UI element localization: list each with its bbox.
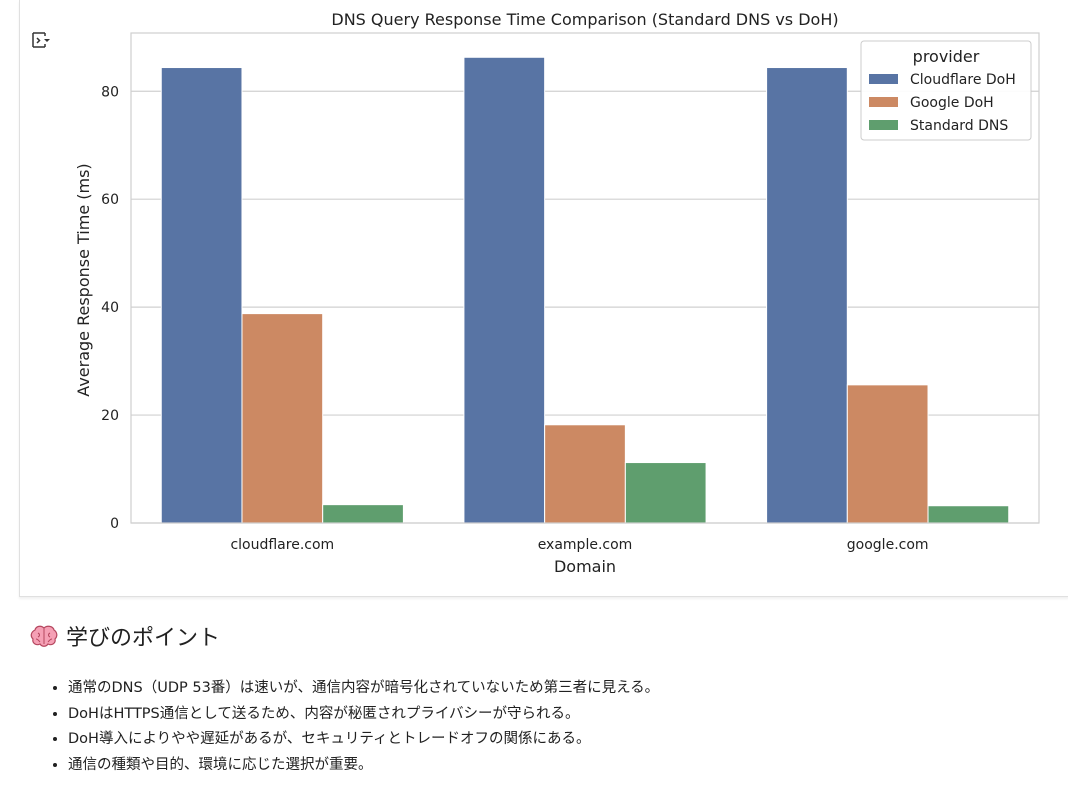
plot-frame: [130, 32, 1040, 524]
y-tick-label: 0: [110, 516, 119, 532]
bar: [160, 67, 243, 524]
bar: [927, 505, 1010, 524]
learning-heading-text: 学びのポイント: [66, 626, 221, 651]
list-item: 通信の種類や目的、環境に応じた選択が重要。: [68, 753, 1050, 779]
legend-swatch: [869, 120, 898, 130]
y-tick-label: 20: [101, 408, 119, 424]
legend-label: Cloudflare DoH: [910, 72, 1016, 88]
learning-points: 通常のDNS（UDP 53番）は速いが、通信内容が暗号化されていないため第三者に…: [30, 676, 1050, 778]
legend-swatch: [869, 74, 898, 84]
y-axis-label: Average Response Time (ms): [74, 163, 93, 396]
bar: [322, 504, 404, 524]
list-item: DoHはHTTPS通信として送るため、内容が秘匿されプライバシーが守られる。: [68, 702, 1050, 728]
legend: provider Cloudflare DoH Google DoH Standar…: [860, 40, 1032, 141]
x-tick-label: example.com: [538, 537, 633, 553]
bar-chart: 0 20 40 60 80 cloudflare.com example.com googl…: [74, 10, 1040, 576]
y-tick-label: 60: [101, 192, 119, 208]
legend-label: Standard DNS: [910, 118, 1008, 134]
x-axis-label: Domain: [554, 557, 616, 576]
bar: [544, 424, 626, 524]
learning-heading: 学びのポイント: [30, 618, 1050, 654]
list-item: DoH導入によりやや遅延があるが、セキュリティとトレードオフの関係にある。: [68, 727, 1050, 753]
legend-title: provider: [913, 47, 980, 66]
x-tick-label: cloudflare.com: [230, 537, 334, 553]
y-tick-label: 40: [101, 300, 119, 316]
bar: [766, 67, 848, 524]
y-tick-label: 80: [101, 84, 119, 100]
output-toggle-icon[interactable]: [30, 30, 50, 50]
bar: [241, 313, 324, 524]
legend-label: Google DoH: [910, 95, 994, 111]
brain-icon: [30, 624, 58, 648]
bar: [846, 384, 929, 524]
chart-title: DNS Query Response Time Comparison (Stan…: [331, 10, 838, 29]
legend-swatch: [869, 97, 898, 107]
learning-section: 学びのポイント 通常のDNS（UDP 53番）は速いが、通信内容が暗号化されてい…: [30, 618, 1050, 778]
bar: [624, 462, 707, 524]
x-tick-label: google.com: [847, 537, 929, 553]
list-item: 通常のDNS（UDP 53番）は速いが、通信内容が暗号化されていないため第三者に…: [68, 676, 1050, 702]
bar: [463, 56, 546, 524]
